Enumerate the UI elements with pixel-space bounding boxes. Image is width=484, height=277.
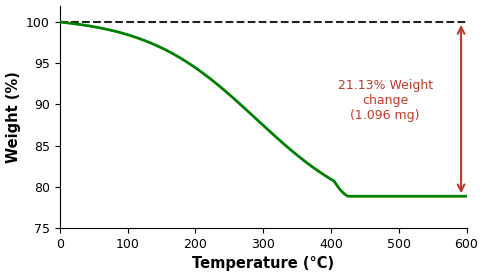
- Y-axis label: Weight (%): Weight (%): [5, 71, 20, 163]
- Text: 21.13% Weight
change
(1.096 mg): 21.13% Weight change (1.096 mg): [337, 79, 433, 122]
- X-axis label: Temperature (°C): Temperature (°C): [192, 257, 334, 271]
